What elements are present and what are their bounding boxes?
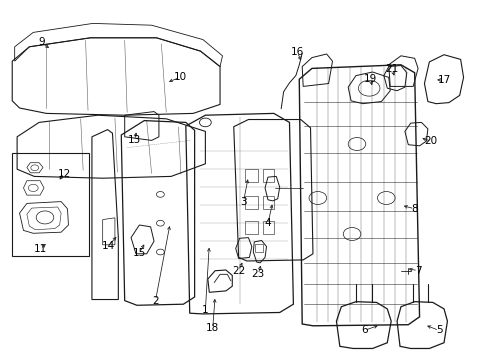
Text: 17: 17 [436, 75, 450, 85]
Text: 12: 12 [58, 168, 71, 179]
Bar [12, 153, 89, 256]
Text: 19: 19 [363, 74, 377, 84]
Text: 14: 14 [102, 240, 115, 251]
Text: 23: 23 [251, 269, 264, 279]
Text: 18: 18 [205, 323, 219, 333]
Text: 20: 20 [424, 136, 437, 146]
Text: 22: 22 [231, 266, 245, 276]
Text: 2: 2 [152, 296, 159, 306]
Text: 21: 21 [385, 64, 398, 74]
Text: 15: 15 [132, 248, 146, 258]
Text: 13: 13 [127, 135, 141, 145]
Text: 10: 10 [173, 72, 186, 82]
Text: 7: 7 [414, 266, 421, 276]
Text: 3: 3 [240, 197, 246, 207]
Text: 8: 8 [410, 204, 417, 214]
Text: 5: 5 [435, 325, 442, 336]
Text: 16: 16 [290, 47, 304, 57]
Text: 9: 9 [38, 37, 45, 48]
Text: 11: 11 [33, 244, 47, 254]
Text: 1: 1 [202, 305, 208, 315]
Text: 6: 6 [360, 325, 367, 336]
Text: 4: 4 [264, 218, 271, 228]
